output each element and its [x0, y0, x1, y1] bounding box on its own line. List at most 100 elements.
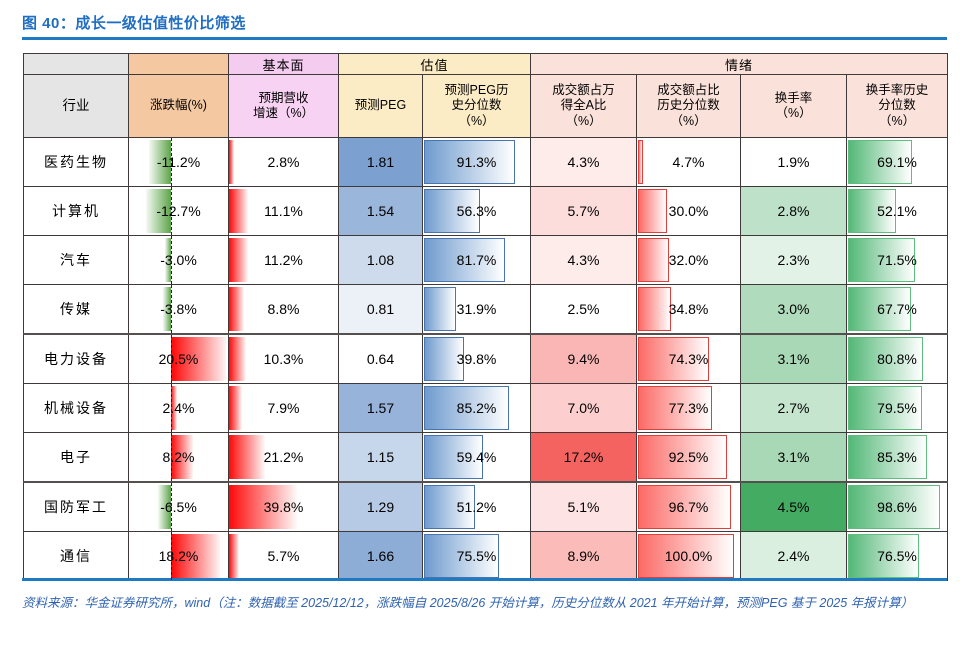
cell-value: 52.1%	[877, 203, 917, 219]
change-cell: -6.5%	[128, 481, 229, 532]
cell-value: 80.8%	[877, 351, 917, 367]
turnover-share-cell: 8.9%	[530, 531, 638, 581]
revenue-growth-bar	[229, 287, 244, 331]
zero-axis-line	[170, 483, 172, 531]
cell-value: 2.8%	[777, 203, 810, 219]
zero-axis-line	[170, 532, 172, 580]
cell-value: 11.2%	[264, 252, 303, 268]
turnover-rate-percentile-bar	[848, 337, 924, 381]
cell-value: 2.7%	[777, 400, 810, 416]
peg-percentile-cell: 91.3%	[421, 137, 532, 187]
cell-value: 91.3%	[456, 154, 497, 170]
turnover-rate-percentile-bar	[848, 189, 897, 233]
cell-value: 1.15	[366, 449, 395, 465]
cell-value: 77.3%	[668, 400, 709, 416]
turnover-rate-cell: 3.0%	[740, 284, 848, 335]
peg-percentile-cell: 59.4%	[421, 432, 532, 483]
table-body: 医药生物 -11.2% 2.8% 1.81 91.3% 4.3% 4.7% 1.9% 69.1%…	[23, 137, 949, 581]
cell-value: 31.9%	[456, 301, 497, 317]
industry-cell: 传媒	[23, 284, 129, 335]
change-bar-positive	[170, 435, 193, 479]
turnover-rate-percentile-bar	[848, 238, 915, 282]
cell-value: 5.1%	[567, 499, 600, 515]
peg-percentile-bar	[424, 435, 484, 479]
group-header-row: 基本面 估值 情绪	[23, 53, 949, 75]
peg-cell: 1.08	[338, 235, 423, 285]
cell-value: 1.81	[366, 154, 395, 170]
cell-value: 30.0%	[668, 203, 709, 219]
peg-cell: 1.81	[338, 137, 423, 187]
cell-value: 74.3%	[668, 351, 709, 367]
cell-value: 51.2%	[456, 499, 497, 515]
cell-value: 34.8%	[668, 301, 709, 317]
source-note: 资料来源：华金证券研究所，wind（注：数据截至 2025/12/12，涨跌幅自…	[22, 596, 914, 610]
cell-value: 69.1%	[877, 154, 917, 170]
turnover-share-cell: 5.1%	[530, 481, 638, 532]
peg-percentile-cell: 75.5%	[421, 531, 532, 581]
title-divider	[22, 37, 947, 40]
cell-value: 4.7%	[672, 154, 705, 170]
table-row: 医药生物 -11.2% 2.8% 1.81 91.3% 4.3% 4.7% 1.9% 69.1%	[23, 137, 949, 187]
turnover-share-cell: 5.7%	[530, 186, 638, 236]
column-header-industry: 行业	[23, 74, 129, 138]
change-cell: -12.7%	[128, 186, 229, 236]
change-bar-negative	[148, 140, 171, 184]
cell-value: 1.9%	[777, 154, 810, 170]
cell-value: -11.2%	[156, 154, 201, 170]
cell-value: 7.0%	[567, 400, 600, 416]
industry-cell: 汽车	[23, 235, 129, 285]
revenue-growth-cell: 8.8%	[228, 284, 339, 335]
turnover-share-cell: 4.3%	[530, 137, 638, 187]
turnover-share-percentile-bar	[638, 238, 669, 282]
cell-value: 71.5%	[877, 252, 917, 268]
change-cell: -11.2%	[128, 137, 229, 187]
industry-cell: 电力设备	[23, 333, 129, 384]
cell-value: 8.9%	[567, 548, 600, 564]
turnover-share-percentile-bar	[638, 534, 734, 578]
turnover-share-percentile-bar	[638, 435, 727, 479]
cell-value: 4.5%	[777, 499, 810, 515]
industry-label: 汽车	[60, 252, 92, 268]
cell-value: 92.5%	[668, 449, 709, 465]
cell-value: 2.3%	[777, 252, 810, 268]
cell-value: 1.66	[366, 548, 395, 564]
peg-percentile-bar	[424, 485, 475, 529]
turnover-share-percentile-bar	[638, 485, 731, 529]
table-row: 机械设备 2.4% 7.9% 1.57 85.2% 7.0% 77.3% 2.7% 79.5%	[23, 383, 949, 433]
turnover-rate-percentile-cell: 76.5%	[846, 531, 949, 581]
revenue-growth-cell: 11.2%	[228, 235, 339, 285]
cell-value: 1.57	[366, 400, 395, 416]
column-header-peg_pct: 预测PEG历 史分位数 （%）	[421, 74, 532, 138]
zero-axis-line	[170, 138, 172, 186]
cell-value: 4.3%	[567, 154, 600, 170]
cell-value: -12.7%	[156, 203, 201, 219]
cell-value: 76.5%	[877, 548, 917, 564]
cell-value: 96.7%	[668, 499, 709, 515]
peg-percentile-bar	[424, 386, 509, 430]
turnover-rate-percentile-cell: 79.5%	[846, 383, 949, 433]
cell-value: -3.0%	[160, 252, 197, 268]
cell-value: 8.8%	[267, 301, 300, 317]
turnover-rate-percentile-bar	[848, 435, 928, 479]
zero-axis-line	[170, 187, 172, 235]
cell-value: 2.4%	[777, 548, 810, 564]
peg-percentile-cell: 85.2%	[421, 383, 532, 433]
revenue-growth-bar	[229, 435, 265, 479]
cell-value: 4.3%	[567, 252, 600, 268]
group-header-基本面: 基本面	[228, 53, 339, 75]
industry-cell: 机械设备	[23, 383, 129, 433]
column-header-chg: 涨跌幅(%)	[128, 74, 229, 138]
revenue-growth-cell: 39.8%	[228, 481, 339, 532]
peg-cell: 1.29	[338, 481, 423, 532]
cell-value: 1.54	[366, 203, 395, 219]
zero-axis-line	[170, 285, 172, 333]
turnover-rate-percentile-bar	[848, 140, 913, 184]
table-row: 计算机 -12.7% 11.1% 1.54 56.3% 5.7% 30.0% 2.8% 52.1…	[23, 186, 949, 236]
revenue-growth-cell: 2.8%	[228, 137, 339, 187]
industry-label: 机械设备	[44, 400, 108, 416]
peg-percentile-cell: 56.3%	[421, 186, 532, 236]
turnover-rate-percentile-bar	[848, 287, 911, 331]
cell-value: 8.2%	[162, 449, 195, 465]
revenue-growth-cell: 7.9%	[228, 383, 339, 433]
group-header-情绪: 情绪	[530, 53, 949, 75]
